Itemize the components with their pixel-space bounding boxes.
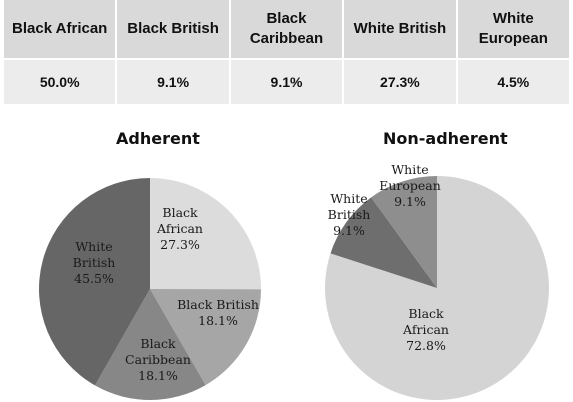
pie-slice-label: Black Caribbean 18.1% — [125, 336, 191, 383]
ethnicity-table: Black African Black British Black Caribb… — [4, 0, 569, 104]
pie-slice — [150, 178, 262, 290]
pie-slice — [150, 289, 261, 386]
pie-slice-label: Black British 18.1% — [177, 297, 259, 328]
pie-slice-label: White British 45.5% — [73, 239, 116, 286]
table-header: Black British — [117, 0, 229, 60]
pie-slice — [324, 176, 549, 401]
pie-non-adherent: Black African 72.8% White British 9.1%White Eu… — [324, 162, 549, 401]
pie-slice — [330, 197, 437, 288]
table-cell: 4.5% — [457, 60, 569, 104]
chart-title-non-adherent: Non-adherent — [383, 129, 508, 148]
table-header: White British — [344, 0, 456, 60]
pie-adherent: Black African 27.3% Black British 18.1% Black… — [39, 178, 262, 401]
pie-slice — [371, 176, 437, 288]
table-cell: 9.1% — [117, 60, 229, 104]
table-cell: 9.1% — [230, 60, 343, 104]
chart-title-adherent: Adherent — [116, 129, 200, 148]
table-header: Black Caribbean — [230, 0, 343, 60]
pie-slice-label: White British 9.1% — [328, 191, 371, 238]
table-cell: 50.0% — [4, 60, 116, 104]
pie-slice-label: Black African 27.3% — [156, 205, 203, 252]
pie-slice-label: Black African 72.8% — [402, 306, 449, 353]
table-cell: 27.3% — [344, 60, 456, 104]
pie-slice — [39, 178, 150, 386]
pie-slice-label: White European 9.1% — [379, 162, 441, 209]
table-header: White European — [457, 0, 569, 60]
table-header: Black African — [4, 0, 116, 60]
pie-slice — [94, 289, 206, 401]
